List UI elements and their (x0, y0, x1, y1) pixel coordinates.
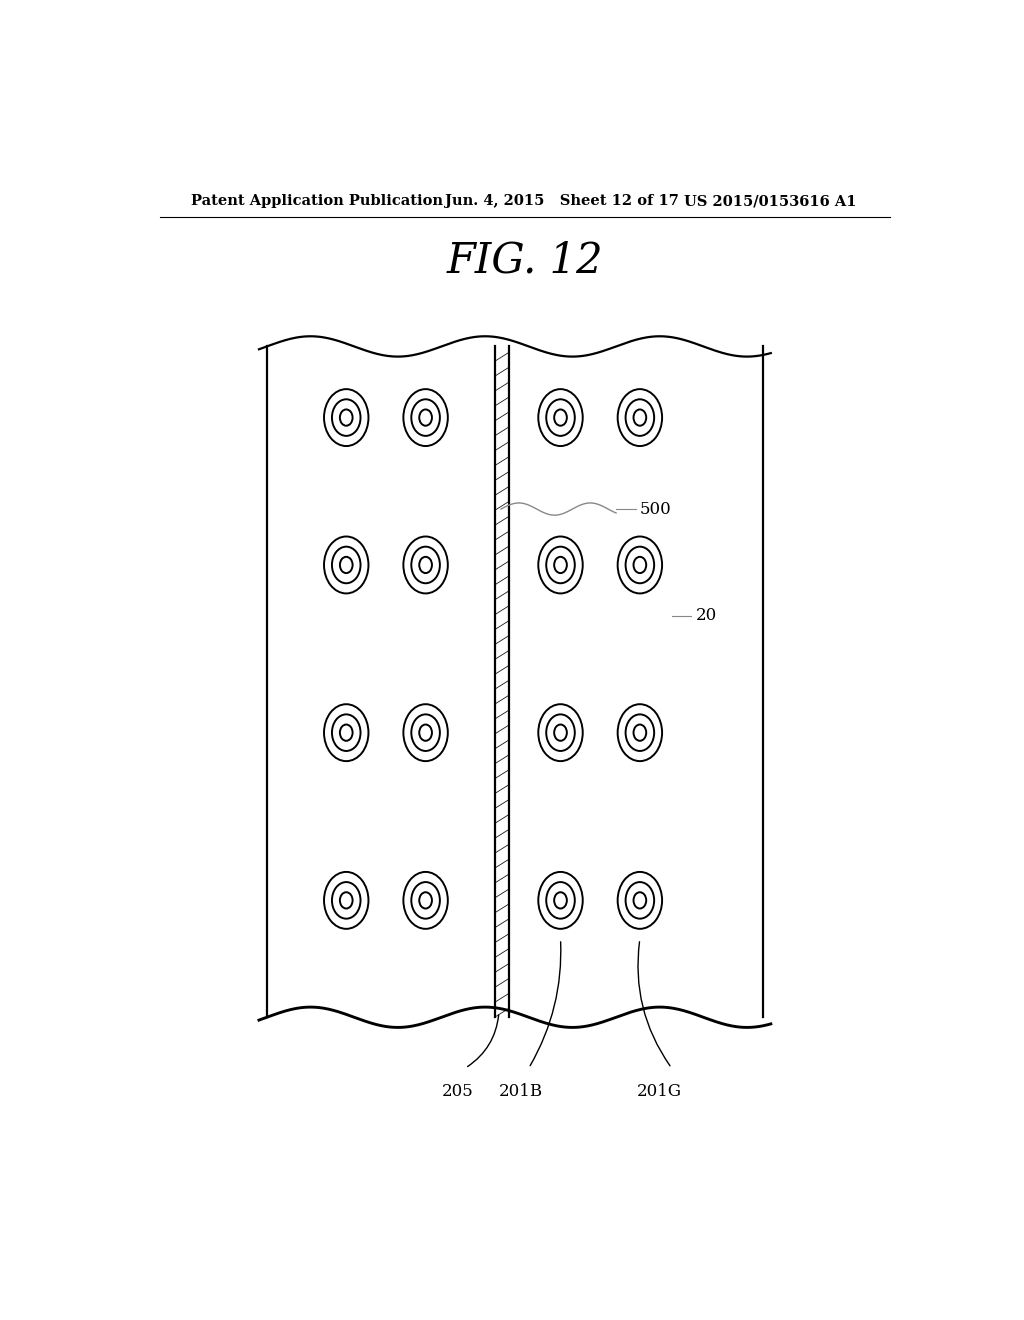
Text: 205: 205 (441, 1084, 473, 1101)
Text: 201G: 201G (637, 1084, 682, 1101)
Text: FIG. 12: FIG. 12 (446, 239, 603, 281)
Text: US 2015/0153616 A1: US 2015/0153616 A1 (684, 194, 856, 209)
Text: 20: 20 (695, 607, 717, 624)
Text: 201B: 201B (499, 1084, 543, 1101)
Text: 500: 500 (640, 500, 672, 517)
Text: Patent Application Publication: Patent Application Publication (191, 194, 443, 209)
Text: Jun. 4, 2015   Sheet 12 of 17: Jun. 4, 2015 Sheet 12 of 17 (445, 194, 679, 209)
